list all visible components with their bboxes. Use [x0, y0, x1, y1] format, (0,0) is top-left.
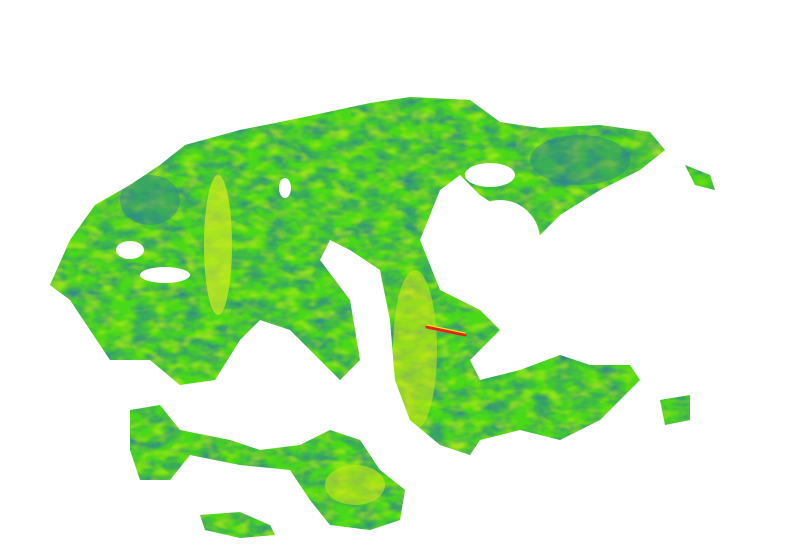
echo-band-central	[393, 270, 437, 430]
high-reflectivity-streak	[425, 325, 467, 337]
echo-low-region-nw	[120, 175, 180, 225]
echo-low-region-ne	[530, 135, 630, 185]
echo-band-west	[204, 175, 232, 315]
echo-gaps	[116, 163, 540, 283]
high-reflectivity-streak-halo	[426, 324, 466, 334]
echo-cell-south	[325, 465, 385, 505]
